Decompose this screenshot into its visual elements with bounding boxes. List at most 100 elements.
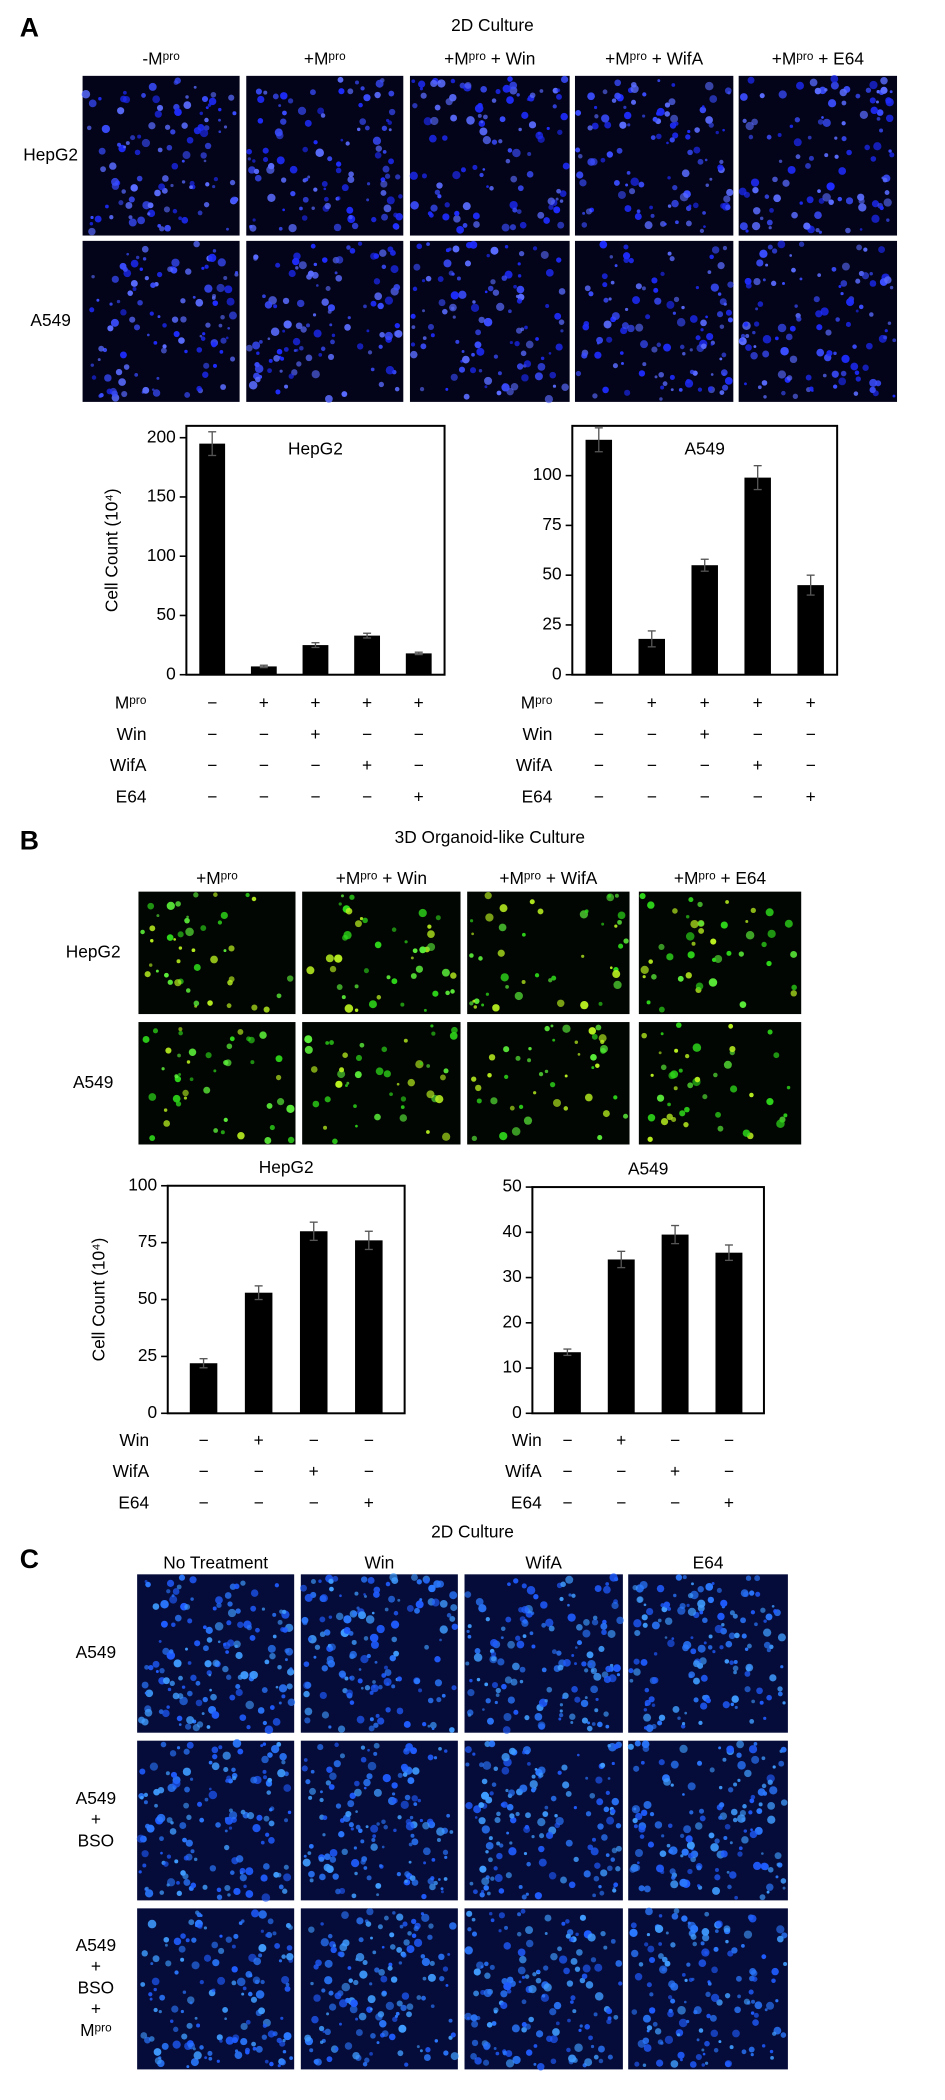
cell-dot: [412, 1795, 418, 1801]
cell-dot: [187, 1060, 190, 1063]
cell-dot: [351, 1859, 359, 1867]
micrograph-background: [83, 76, 240, 236]
cell-dot: [231, 197, 238, 204]
cell-dot: [629, 258, 634, 263]
cell-dot: [348, 316, 351, 319]
cell-dot: [690, 920, 698, 928]
cell-dot: [567, 2019, 571, 2023]
cell-dot: [158, 315, 161, 318]
cell-dot: [596, 337, 603, 344]
micrograph: [137, 1908, 294, 2069]
cell-dot: [632, 1585, 637, 1590]
cell-dot: [758, 301, 764, 307]
cell-dot: [154, 2008, 158, 2012]
cell-dot: [771, 1968, 778, 1975]
cell-dot: [574, 1697, 580, 1703]
y-tick-label: 20: [502, 1311, 521, 1331]
cell-dot: [187, 1618, 192, 1623]
condition-name: Win: [117, 724, 147, 744]
cell-dot: [736, 1976, 742, 1982]
cell-dot: [193, 1724, 200, 1731]
cell-dot: [875, 380, 881, 386]
cell-dot: [189, 1049, 196, 1056]
cell-dot: [616, 1823, 621, 1828]
cell-dot: [721, 353, 726, 358]
cell-dot: [240, 1580, 245, 1585]
cell-dot: [846, 197, 853, 204]
cell-dot: [711, 2030, 718, 2037]
cell-dot: [164, 1108, 167, 1111]
cell-dot: [465, 1946, 473, 1954]
micrograph: [302, 892, 460, 1014]
cell-dot: [451, 2052, 459, 2060]
row-label: A549: [76, 1935, 116, 1955]
cell-dot: [351, 1827, 354, 1830]
cell-dot: [604, 320, 612, 328]
cell-dot: [530, 92, 536, 98]
cell-dot: [356, 2029, 363, 2036]
cell-dot: [442, 1133, 450, 1141]
cell-dot: [775, 1852, 782, 1859]
cell-dot: [772, 177, 778, 183]
cell-dot: [379, 382, 384, 387]
cell-dot: [751, 2000, 755, 2004]
cell-dot: [743, 119, 747, 123]
cell-dot: [200, 1980, 204, 1984]
cell-dot: [589, 1793, 595, 1799]
cell-dot: [267, 368, 272, 373]
cell-dot: [450, 1604, 457, 1611]
cell-dot: [370, 1937, 373, 1940]
cell-dot: [576, 171, 583, 178]
cell-dot: [451, 79, 456, 84]
cell-dot: [428, 1974, 436, 1982]
cell-dot: [509, 82, 517, 90]
cell-dot: [599, 1034, 607, 1042]
cell-dot: [307, 176, 310, 179]
cell-dot: [526, 1940, 533, 1947]
cell-dot: [287, 1945, 293, 1951]
cell-dot: [284, 385, 288, 389]
cell-dot: [363, 1779, 370, 1786]
cell-dot: [224, 285, 232, 293]
cell-dot: [421, 1914, 429, 1922]
cell-dot: [313, 1994, 320, 2001]
cell-dot: [305, 1594, 313, 1602]
cell-dot: [279, 1753, 286, 1760]
cell-dot: [258, 1944, 266, 1952]
cell-dot: [499, 1912, 505, 1918]
cell-dot: [336, 161, 341, 166]
cell-dot: [796, 316, 801, 321]
cell-dot: [559, 288, 566, 295]
cell-dot: [725, 900, 729, 904]
cell-dot: [392, 1911, 395, 1914]
cell-dot: [736, 1753, 741, 1758]
cell-dot: [687, 130, 690, 133]
cell-dot: [684, 1107, 690, 1113]
cell-dot: [472, 165, 477, 170]
cell-dot: [162, 1710, 169, 1717]
cell-dot: [532, 1972, 536, 1976]
row-label: A549: [30, 310, 70, 330]
cell-dot: [437, 1580, 444, 1587]
cell-dot: [356, 1055, 362, 1061]
cell-dot: [708, 270, 712, 274]
cell-dot: [444, 1877, 448, 1881]
cell-dot: [688, 897, 693, 902]
cell-dot: [613, 1882, 618, 1887]
cell-dot: [177, 1585, 182, 1590]
cell-dot: [267, 1752, 273, 1758]
cell-dot: [214, 177, 218, 181]
cell-dot: [674, 297, 679, 302]
cell-dot: [449, 1727, 455, 1733]
cell-dot: [657, 79, 660, 82]
cell-dot: [154, 341, 158, 345]
condition-sign: −: [670, 1430, 680, 1450]
cell-dot: [628, 1744, 634, 1750]
cell-dot: [325, 2029, 331, 2035]
cell-dot: [648, 1842, 654, 1848]
cell-dot: [269, 2062, 274, 2067]
cell-dot: [825, 330, 831, 336]
cell-dot: [737, 1761, 746, 1770]
cell-dot: [263, 1775, 267, 1779]
cell-dot: [494, 1767, 499, 1772]
